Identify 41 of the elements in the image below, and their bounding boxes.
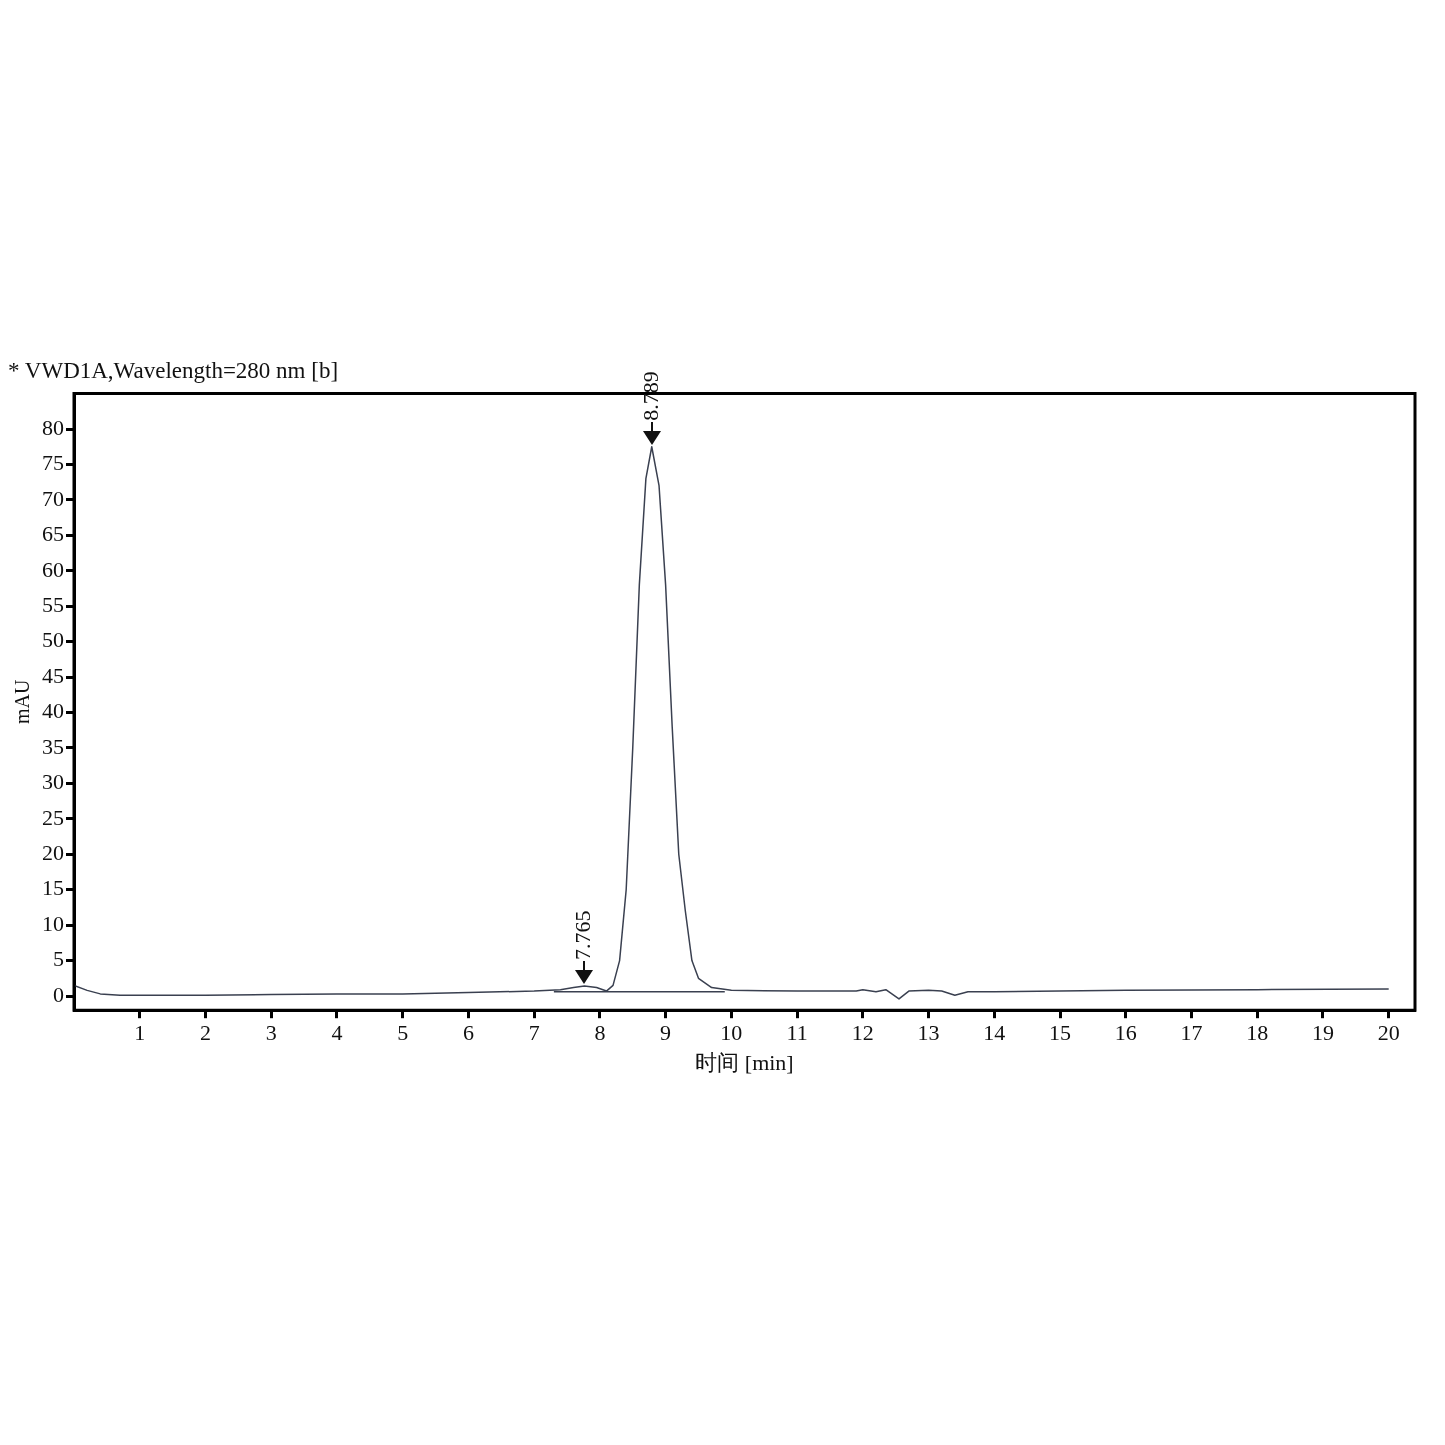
x-tick-label: 12 xyxy=(851,1020,874,1046)
y-tick-label: 50 xyxy=(42,627,64,653)
x-tick-label: 14 xyxy=(983,1020,1006,1046)
x-tick-label: 4 xyxy=(331,1020,343,1046)
x-tick-label: 9 xyxy=(660,1020,672,1046)
x-tick-label: 18 xyxy=(1246,1020,1269,1046)
x-tick-label: 10 xyxy=(720,1020,743,1046)
y-tick-label: 10 xyxy=(42,910,64,936)
y-tick-label: 15 xyxy=(42,875,64,901)
y-tick-label: 5 xyxy=(53,946,64,972)
x-tick-label: 19 xyxy=(1311,1020,1334,1046)
x-tick-label: 20 xyxy=(1377,1020,1400,1046)
y-tick-label: 45 xyxy=(42,662,64,688)
x-tick-label: 16 xyxy=(1114,1020,1137,1046)
y-tick-label: 40 xyxy=(42,698,64,724)
x-tick-label: 6 xyxy=(462,1020,474,1046)
annotation: 7.765 xyxy=(570,910,596,961)
x-tick-label: 7 xyxy=(528,1020,540,1046)
y-tick-label: 55 xyxy=(42,592,64,617)
x-tick-label: 15 xyxy=(1049,1020,1072,1046)
y-tick-label: 75 xyxy=(42,450,64,476)
y-axis-title: mAU xyxy=(11,679,34,725)
x-tick-label: 3 xyxy=(265,1020,277,1046)
y-tick-label: 25 xyxy=(42,804,64,830)
y-tick-label: 80 xyxy=(42,414,64,440)
x-tick-label: 1 xyxy=(134,1020,146,1046)
y-tick-label: 70 xyxy=(42,485,64,511)
y-tick-label: 20 xyxy=(42,840,64,866)
y-tick-label: 30 xyxy=(42,769,64,795)
chart-title: * VWD1A,Wavelength=280 nm [b] xyxy=(8,357,339,383)
x-tick-label: 17 xyxy=(1180,1020,1203,1046)
x-tick-label: 11 xyxy=(786,1020,808,1046)
y-tick-label: 60 xyxy=(42,556,64,582)
x-tick-label: 13 xyxy=(917,1020,940,1046)
x-tick-label: 5 xyxy=(397,1020,409,1046)
x-axis-title: 时间 [min] xyxy=(695,1049,794,1075)
y-tick-label: 65 xyxy=(42,521,64,547)
x-tick-label: 2 xyxy=(199,1020,211,1046)
y-tick-label: 0 xyxy=(53,981,64,1007)
y-tick-label: 35 xyxy=(42,733,64,759)
x-tick-label: 8 xyxy=(594,1020,606,1046)
